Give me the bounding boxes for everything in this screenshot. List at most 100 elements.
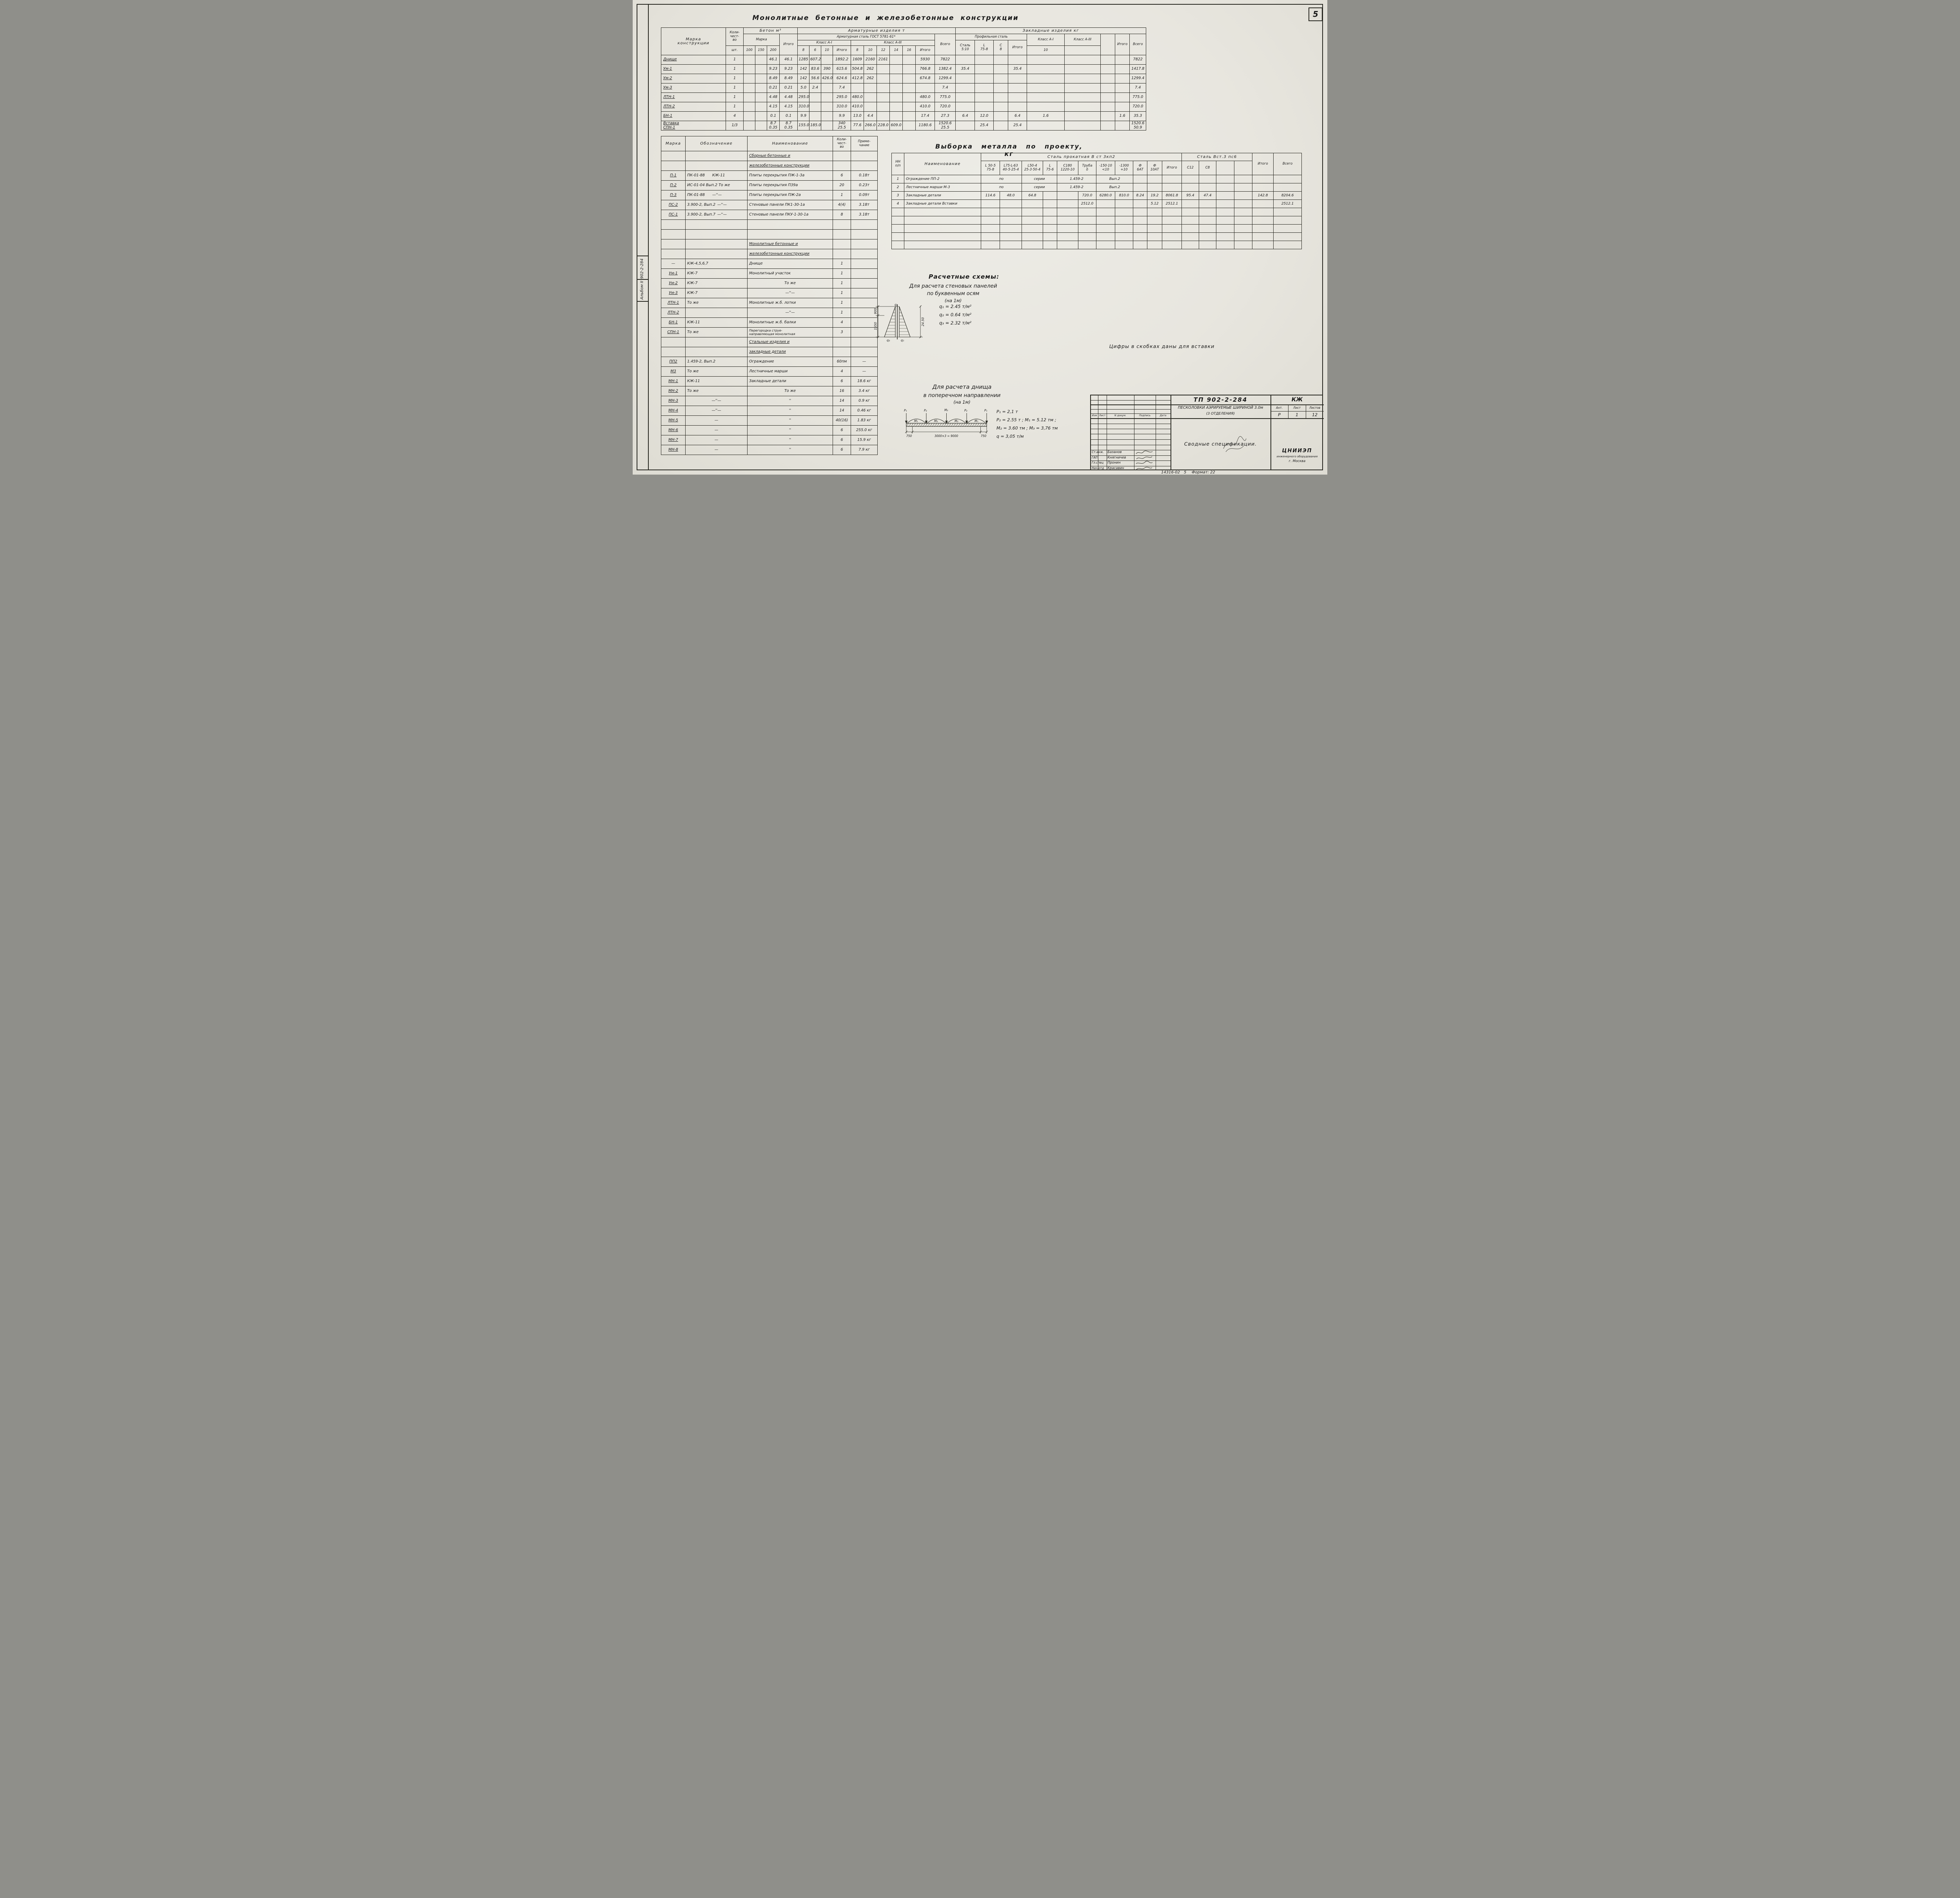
table-cell (1216, 183, 1235, 192)
column-header: Сталь прокатная В ст 3кп2 (980, 153, 1182, 161)
table-cell: То же (685, 386, 748, 396)
table-cell: Стеновые панели ПКУ-1-30-1а (747, 210, 833, 220)
table-cell (1008, 92, 1027, 102)
table-cell (821, 83, 833, 93)
formula: q₃ = 2.32 т/м² (939, 320, 971, 326)
table-cell (1096, 199, 1115, 208)
column-header: Класс А-I (797, 40, 851, 46)
table-cell (1181, 199, 1200, 208)
table-cell: 8.49 (779, 74, 798, 83)
column-header: 8 (797, 45, 810, 55)
table-cell (1161, 232, 1182, 241)
table-cell (1181, 216, 1200, 225)
table-cell (1181, 224, 1200, 233)
bottom-scheme-caption-3: (на 1м) (953, 399, 971, 405)
column-header: Сталь Вст.3 пс6 (1181, 153, 1253, 161)
table-cell: Перегородка струе- направляющая монолитн… (747, 327, 833, 337)
table-cell: 1.6 (1115, 111, 1130, 121)
table-cell: ЛТН-1 (661, 298, 686, 308)
table-cell (1161, 224, 1182, 233)
table-cell (821, 102, 833, 112)
table-cell: 4.4 (864, 111, 877, 121)
table-row: Ум-3 КЖ-7 —''— 1 (661, 288, 878, 298)
table-cell (981, 208, 1000, 216)
column-header: L75·L-63 40-5·25-4 (1000, 161, 1022, 175)
signature-scribble (1136, 461, 1153, 464)
table-cell: 810.0 (1115, 191, 1133, 200)
table-cell (1027, 83, 1065, 93)
table-cell (1064, 74, 1101, 83)
table-cell: М3 (661, 366, 686, 377)
table-cell: '' (747, 445, 833, 455)
table-cell (889, 102, 903, 112)
table-cell (1147, 241, 1162, 249)
table-row: — КЖ-4,5,6,7 Днище 1 (661, 259, 878, 269)
dim-label: 750 (981, 434, 987, 438)
table-cell (993, 92, 1009, 102)
column-header: Итого (833, 45, 851, 55)
load-triangles (884, 305, 911, 339)
table-cell: Вып.2 (1096, 175, 1133, 183)
table-cell (1022, 232, 1043, 241)
table-cell: 624.6 (833, 74, 851, 83)
rev-col-header: Лист (1099, 414, 1106, 417)
table-cell (833, 151, 851, 161)
table-cell (1057, 191, 1078, 200)
table-cell: 1 (833, 278, 851, 288)
table-row (891, 208, 1302, 216)
column-header: НН п/п (891, 153, 904, 175)
table-cell (864, 102, 877, 112)
table-cell: Плиты перекрытия ПЖ-1-3а (747, 170, 833, 181)
table-cell: 6 (833, 425, 851, 435)
table-cell (889, 74, 903, 83)
table-cell (755, 74, 767, 83)
table-cell: Ум-3 (661, 288, 686, 298)
table-cell (743, 55, 755, 65)
table-cell: Плиты перекрытия ПЖ-2а (747, 190, 833, 200)
table-cell: 46.1 (779, 55, 798, 65)
table-cell (1027, 55, 1065, 65)
column-header: шт. (726, 45, 744, 55)
staff-role: Нач.отд (1092, 466, 1104, 470)
table-cell: Закладные детали Вставки (904, 199, 981, 208)
table-cell (1022, 224, 1043, 233)
table-cell: 35.4 (955, 64, 975, 74)
table-cell (1199, 183, 1217, 192)
table-cell (1273, 232, 1302, 241)
table-cell (809, 102, 822, 112)
table-cell (833, 161, 851, 171)
table-row: 4 Закладные детали Вставки 2512.0 5.12 2512.… (891, 199, 1302, 208)
table-cell (743, 74, 755, 83)
table-cell (1234, 175, 1253, 183)
load-label: q₂ (895, 303, 898, 306)
formula: q = 3,05 т/м (996, 434, 1024, 439)
table-cell: 310.0 (797, 102, 810, 112)
table-cell: Вып.2 (1096, 183, 1133, 192)
table-cell: 228.0 (877, 121, 890, 131)
table-cell (1115, 102, 1130, 112)
table-cell (833, 249, 851, 259)
slab-calculation-diagram: P₁ P₂ М₃ P₂ P₁ М₁ М₂ М₂ М₁ 750 3000×3 = … (904, 408, 988, 438)
table-cell: '' (747, 435, 833, 445)
table-cell (1234, 191, 1253, 200)
table-cell (1252, 224, 1274, 233)
footer-doc-number: 14316-02 (1161, 470, 1180, 475)
table-cell (851, 161, 878, 171)
table-cell: 390 (821, 64, 833, 74)
table-cell (1100, 64, 1116, 74)
table-cell (1100, 111, 1116, 121)
sheet-number: 5 (1313, 9, 1318, 19)
table-cell (1008, 83, 1027, 93)
table-cell: — (851, 366, 878, 377)
table-cell (1147, 183, 1162, 192)
footer-sheet-number: 5 (1184, 470, 1187, 475)
table-cell: 2512.0 (1078, 199, 1096, 208)
table-cell: 1.6 (1027, 111, 1065, 121)
load-label: P₁ (904, 409, 907, 412)
table-cell: 9.9 (833, 111, 851, 121)
table-cell (975, 102, 994, 112)
table-row: ПС-2 3.900-2, Вып.2 —''— Стеновые панели П… (661, 200, 878, 210)
table-cell: 1.459-2, Вып.2 (685, 357, 748, 367)
table-cell: — (685, 415, 748, 426)
table-cell: 95.4 (1181, 191, 1200, 200)
